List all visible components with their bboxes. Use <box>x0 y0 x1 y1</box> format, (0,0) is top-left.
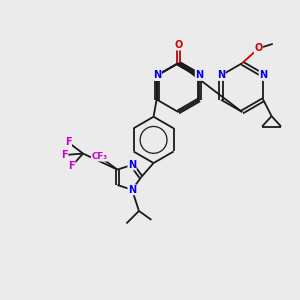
Text: F: F <box>65 137 71 147</box>
Text: N: N <box>153 70 161 80</box>
Text: N: N <box>259 70 267 80</box>
Text: N: N <box>153 70 161 80</box>
Text: O: O <box>254 44 262 53</box>
Text: N: N <box>217 70 225 80</box>
Text: CF₃: CF₃ <box>91 152 107 161</box>
Text: N: N <box>195 70 203 80</box>
Text: F: F <box>61 150 68 160</box>
Text: F: F <box>68 161 75 171</box>
Text: N: N <box>128 185 136 195</box>
Text: O: O <box>174 40 182 50</box>
Text: N: N <box>128 160 136 170</box>
